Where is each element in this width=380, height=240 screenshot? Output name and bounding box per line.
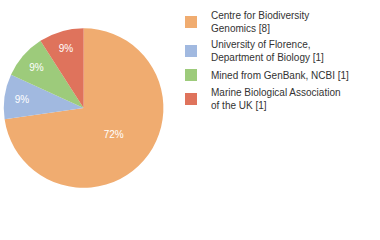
svg-text:9%: 9% [15,94,30,105]
svg-text:Centre for BiodiversityGenomic: Centre for BiodiversityGenomics [8] [211,10,309,34]
svg-text:9%: 9% [59,43,74,54]
svg-text:Marine Biological Associationo: Marine Biological Associationof the UK [… [211,87,341,111]
svg-text:Mined from GenBank, NCBI [1]: Mined from GenBank, NCBI [1] [211,70,349,81]
svg-text:University of Florence,Departm: University of Florence,Department of Bio… [211,39,324,63]
svg-text:72%: 72% [104,129,124,140]
svg-text:9%: 9% [29,62,44,73]
